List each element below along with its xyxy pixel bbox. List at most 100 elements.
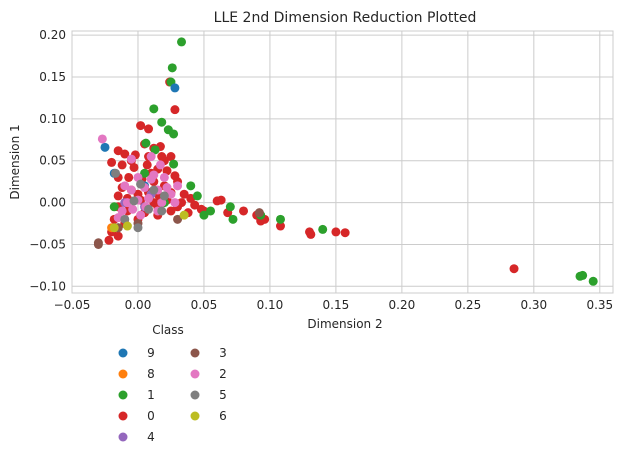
y-tick-label: −0.10 <box>29 279 66 293</box>
point-class-2 <box>159 172 169 182</box>
legend-label-4: 4 <box>147 430 155 444</box>
point-class-2 <box>146 152 156 162</box>
point-class-0 <box>107 157 117 167</box>
y-axis-ticks: −0.10 −0.05 0.00 0.05 0.10 0.15 0.20 <box>29 28 66 293</box>
x-tick-label: −0.05 <box>54 298 91 312</box>
legend-marker-0 <box>118 411 128 421</box>
plot-area <box>71 30 614 294</box>
legend-label-6: 6 <box>219 409 227 423</box>
point-class-1 <box>318 224 328 234</box>
legend-label-8: 8 <box>147 367 155 381</box>
point-class-6 <box>109 223 119 233</box>
point-class-0 <box>306 229 316 239</box>
point-class-1 <box>157 117 167 127</box>
point-class-0 <box>509 264 519 274</box>
point-class-3 <box>173 214 183 224</box>
point-class-0 <box>166 152 176 162</box>
point-class-0 <box>340 228 350 238</box>
point-class-1 <box>588 276 598 286</box>
x-tick-label: 0.05 <box>191 298 218 312</box>
point-class-1 <box>228 214 238 224</box>
y-tick-label: 0.05 <box>39 154 66 168</box>
legend-marker-5 <box>190 390 200 400</box>
point-class-2 <box>97 134 107 144</box>
point-class-1 <box>186 181 196 191</box>
point-class-0 <box>179 189 189 199</box>
point-class-0 <box>136 121 146 131</box>
point-class-0 <box>144 124 154 134</box>
point-class-5 <box>144 204 154 214</box>
x-tick-label: 0.20 <box>389 298 416 312</box>
x-tick-label: 0.30 <box>520 298 547 312</box>
point-class-1 <box>150 145 160 155</box>
x-tick-label: 0.10 <box>257 298 284 312</box>
y-tick-label: 0.00 <box>39 196 66 210</box>
x-tick-label: 0.25 <box>454 298 481 312</box>
point-class-2 <box>128 204 138 214</box>
point-class-0 <box>275 221 285 231</box>
chart-title: LLE 2nd Dimension Reduction Plotted <box>214 10 477 26</box>
point-class-6 <box>122 221 132 231</box>
point-class-0 <box>120 149 130 159</box>
point-class-1 <box>192 191 202 201</box>
point-class-9 <box>100 142 110 152</box>
point-class-0 <box>331 227 341 237</box>
point-class-1 <box>169 159 179 169</box>
y-tick-label: −0.05 <box>29 237 66 251</box>
legend: Class 9 8 1 0 4 3 2 5 6 <box>118 323 227 444</box>
x-tick-label: 0.00 <box>125 298 152 312</box>
x-tick-label: 0.35 <box>586 298 613 312</box>
scatter-points <box>93 37 598 286</box>
point-class-1 <box>149 104 159 114</box>
point-class-1 <box>199 210 209 220</box>
legend-marker-6 <box>190 411 200 421</box>
y-tick-label: 0.10 <box>39 112 66 126</box>
point-class-1 <box>167 63 177 73</box>
x-axis-label: Dimension 2 <box>307 317 382 331</box>
legend-label-2: 2 <box>219 367 227 381</box>
point-class-0 <box>239 206 249 216</box>
point-class-0 <box>117 160 127 170</box>
point-class-2 <box>170 198 180 208</box>
y-tick-label: 0.15 <box>39 70 66 84</box>
legend-label-1: 1 <box>147 388 155 402</box>
point-class-2 <box>120 181 130 191</box>
legend-marker-2 <box>190 369 200 379</box>
point-class-3 <box>254 208 264 218</box>
point-class-2 <box>144 193 154 203</box>
point-class-0 <box>166 206 176 216</box>
point-class-1 <box>169 129 179 139</box>
point-class-1 <box>206 206 216 216</box>
point-class-1 <box>140 168 150 178</box>
legend-marker-9 <box>118 348 128 358</box>
point-class-0 <box>124 172 134 182</box>
point-class-1 <box>225 202 235 212</box>
point-class-9 <box>170 83 180 93</box>
point-class-5 <box>136 179 146 189</box>
point-class-0 <box>216 195 226 205</box>
point-class-2 <box>126 154 136 164</box>
y-tick-label: 0.20 <box>39 28 66 42</box>
point-class-2 <box>126 185 136 195</box>
point-class-2 <box>149 170 159 180</box>
point-class-2 <box>162 183 172 193</box>
point-class-5 <box>149 185 159 195</box>
point-class-2 <box>117 206 127 216</box>
point-class-5 <box>129 196 139 206</box>
point-class-2 <box>136 210 146 220</box>
point-class-1 <box>141 138 151 148</box>
y-axis-label: Dimension 1 <box>8 124 22 199</box>
legend-label-5: 5 <box>219 388 227 402</box>
point-class-0 <box>113 191 123 201</box>
point-class-1 <box>177 37 187 47</box>
point-class-5 <box>159 191 169 201</box>
legend-marker-3 <box>190 348 200 358</box>
point-class-0 <box>113 231 123 241</box>
point-class-1 <box>275 214 285 224</box>
point-class-5 <box>133 223 143 233</box>
point-class-6 <box>179 210 189 220</box>
legend-label-0: 0 <box>147 409 155 423</box>
point-class-0 <box>190 200 200 210</box>
point-class-2 <box>155 160 165 170</box>
